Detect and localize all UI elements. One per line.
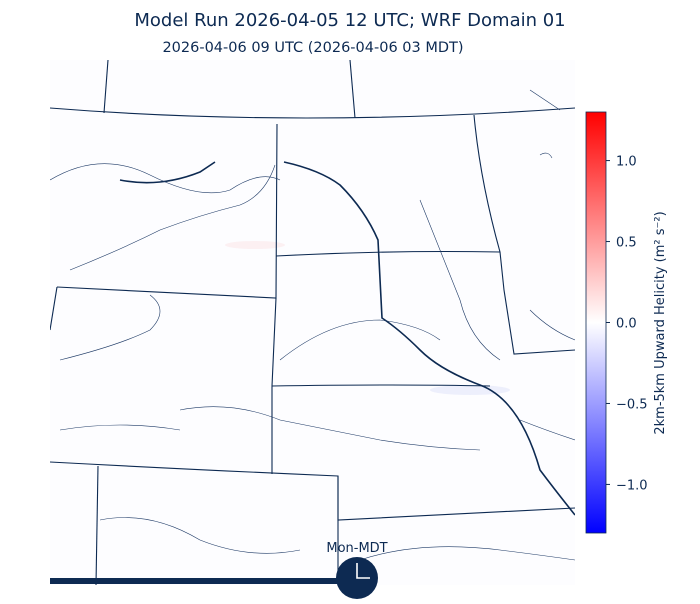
- timeline-label: Mon-MDT: [326, 541, 387, 556]
- map: [50, 60, 575, 585]
- colorbar: [585, 111, 607, 534]
- colorbar-tick-label: −1.0: [616, 478, 648, 493]
- colorbar-tick-label: −0.5: [616, 397, 648, 412]
- clock-hands: [356, 563, 370, 579]
- subtitle: 2026-04-06 09 UTC (2026-04-06 03 MDT): [162, 40, 463, 56]
- colorbar-label: 2km-5km Upward Helicity (m² s⁻²): [653, 211, 668, 434]
- title: Model Run 2026-04-05 12 UTC; WRF Domain …: [134, 10, 565, 31]
- colorbar-tick-label: 0.0: [616, 317, 637, 332]
- colorbar-tick-label: 1.0: [616, 155, 637, 170]
- colorbar-tick-label: 0.5: [616, 236, 637, 251]
